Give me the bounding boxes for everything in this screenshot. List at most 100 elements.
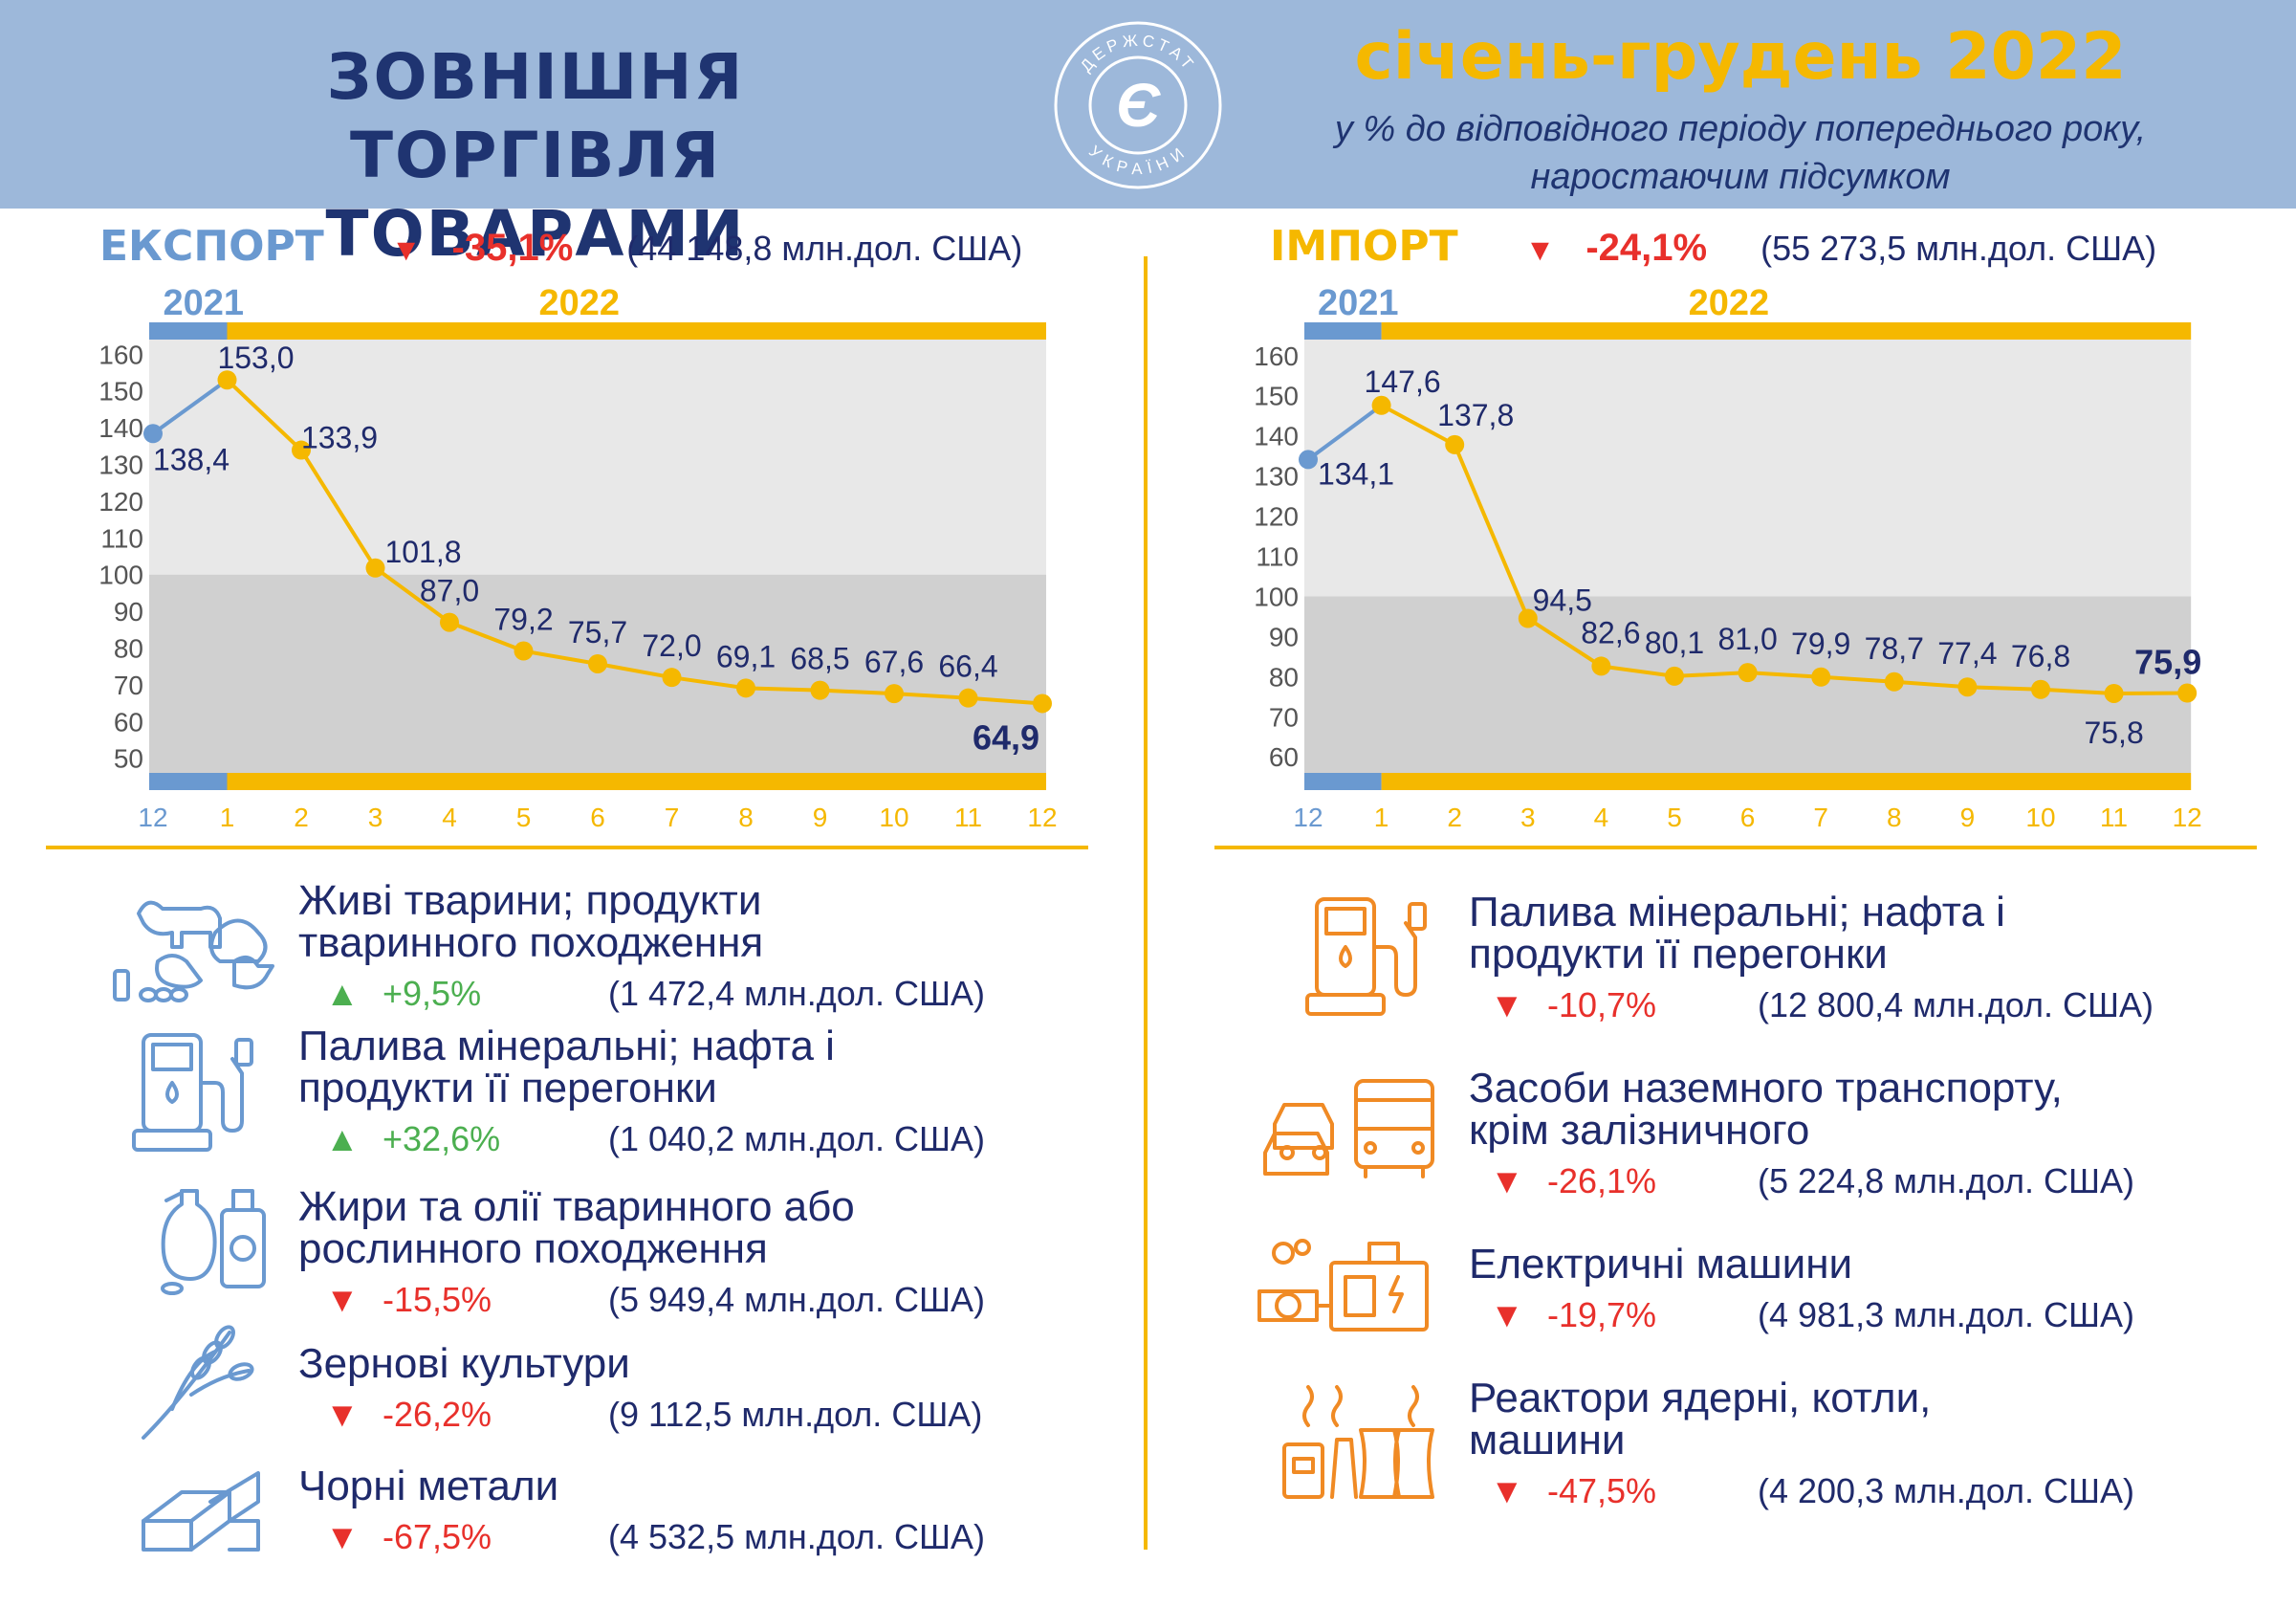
y-tick-label: 120	[98, 487, 143, 517]
export-change: -35,1%	[451, 227, 574, 269]
category-amount: (4 532,5 млн.дол. США)	[608, 1517, 985, 1556]
y-tick-label: 150	[98, 377, 143, 407]
data-point	[1371, 395, 1391, 415]
data-label: 81,0	[1717, 622, 1777, 656]
data-point	[1665, 666, 1684, 686]
category-change: -19,7%	[1547, 1295, 1657, 1334]
y-tick-label: 100	[1254, 582, 1299, 611]
category-amount: (9 112,5 млн.дол. США)	[608, 1395, 983, 1434]
year-label-2021: 2021	[163, 283, 244, 323]
x-tick-label: 10	[2025, 803, 2055, 832]
year-bar-2021-top	[149, 322, 228, 340]
data-point	[217, 370, 237, 390]
import-category: Реактори ядерні, котли, машини ▼ -47,5% (4…	[1469, 1377, 2272, 1511]
y-tick-label: 90	[1269, 622, 1299, 651]
x-tick-label: 11	[2100, 803, 2128, 832]
x-tick-label: 5	[516, 803, 532, 832]
x-tick-label: 3	[368, 803, 383, 832]
data-point	[143, 424, 163, 444]
data-point	[1518, 608, 1538, 628]
vertical-divider	[1144, 256, 1148, 1550]
derzhstat-logo: ДЕРЖСТАТ УКРАЇНИ Є	[1054, 21, 1222, 189]
category-name: Зернові культури	[298, 1340, 630, 1387]
chart-band-lower	[149, 574, 1046, 773]
import-arrow-down-icon: ▼	[1524, 232, 1556, 267]
data-point	[810, 680, 830, 700]
x-tick-label: 3	[1520, 803, 1536, 832]
chart-band-upper	[1304, 340, 2192, 597]
year-bar-2022-bottom	[1381, 773, 2192, 790]
export-amount: (44 148,8 млн.дол. США)	[626, 229, 1023, 268]
category-amount: (1 040,2 млн.дол. США)	[608, 1119, 985, 1158]
category-name: Палива мінеральні; нафта і продукти її п…	[298, 1023, 835, 1112]
data-label: 133,9	[301, 421, 378, 455]
year-label-2022: 2022	[538, 283, 620, 323]
x-tick-label: 7	[1813, 803, 1828, 832]
data-label: 101,8	[384, 535, 461, 569]
x-tick-label: 8	[738, 803, 754, 832]
data-label: 72,0	[642, 628, 701, 663]
y-tick-label: 160	[1254, 341, 1299, 371]
export-heading: ЕКСПОРТ ▼ -35,1% (44 148,8 млн.дол. США)	[99, 222, 1022, 271]
data-label: 69,1	[716, 639, 776, 673]
series-line-2021	[1306, 404, 1383, 462]
year-bar-2022-bottom	[227, 773, 1046, 790]
data-label: 138,4	[153, 442, 230, 476]
y-tick-label: 150	[1254, 382, 1299, 411]
data-label: 67,6	[864, 645, 924, 679]
category-change: -47,5%	[1547, 1471, 1657, 1510]
category-amount: (4 200,3 млн.дол. США)	[1758, 1471, 2134, 1510]
import-change: -24,1%	[1585, 227, 1708, 269]
import-divider	[1214, 846, 2257, 849]
y-tick-label: 50	[114, 744, 143, 774]
x-tick-label: 1	[220, 803, 235, 832]
metal-beams-icon	[142, 1471, 260, 1552]
year-bar-2021-bottom	[149, 773, 228, 790]
data-point	[1957, 677, 1978, 697]
page-title: ЗОВНІШНЯ ТОРГІВЛЯ ТОВАРАМИ	[143, 38, 928, 274]
year-bar-2022-top	[227, 322, 1046, 340]
category-amount: (4 981,3 млн.дол. США)	[1758, 1295, 2134, 1334]
category-name: Електричні машини	[1469, 1241, 1853, 1288]
arrow-down-icon: ▼	[1490, 1295, 1524, 1334]
y-tick-label: 90	[114, 597, 143, 627]
category-change: +9,5%	[383, 974, 482, 1013]
logo-top-text: ДЕРЖСТАТ	[1077, 31, 1199, 75]
year-bar-2021-bottom	[1304, 773, 1382, 790]
logo-bottom-text: УКРАЇНИ	[1085, 143, 1191, 179]
data-point	[662, 668, 682, 688]
category-change: -26,1%	[1547, 1161, 1657, 1200]
category-name: Засоби наземного транспорту, крім залізн…	[1469, 1065, 2063, 1154]
arrow-down-icon: ▼	[1490, 1471, 1524, 1510]
data-label: 80,1	[1645, 626, 1704, 660]
data-label: 75,8	[2084, 715, 2143, 750]
data-point	[1811, 667, 1831, 687]
fuel-pump-icon	[132, 1033, 253, 1152]
export-category: Зернові культури ▼ -26,2% (9 112,5 млн.дол…	[298, 1343, 1121, 1435]
data-label: 77,4	[1937, 636, 1997, 671]
x-tick-label: 11	[954, 803, 982, 832]
y-tick-label: 110	[100, 523, 143, 553]
data-point	[958, 688, 978, 708]
data-point	[365, 558, 385, 578]
data-point	[736, 678, 755, 698]
y-tick-label: 100	[98, 561, 143, 590]
data-point	[1884, 671, 1904, 692]
export-category: Живі тварини; продукти тваринного походж…	[298, 880, 1121, 1014]
x-tick-label: 4	[442, 803, 457, 832]
import-category: Засоби наземного транспорту, крім залізн…	[1469, 1068, 2272, 1201]
header-banner: ЗОВНІШНЯ ТОРГІВЛЯ ТОВАРАМИ ДЕРЖСТАТ УКРА…	[0, 0, 2296, 271]
category-name: Палива мінеральні; нафта і продукти її п…	[1469, 889, 2005, 978]
import-label: ІМПОРТ	[1270, 222, 1458, 271]
y-tick-label: 110	[1256, 542, 1299, 572]
x-tick-label: 2	[1447, 803, 1462, 832]
arrow-down-icon: ▼	[325, 1395, 360, 1434]
arrow-up-icon: ▲	[325, 974, 360, 1013]
x-tick-label: 12	[1027, 803, 1057, 832]
x-tick-label: 6	[1740, 803, 1756, 832]
data-point	[292, 440, 311, 460]
import-heading: ІМПОРТ ▼ -24,1% (55 273,5 млн.дол. США)	[1270, 222, 2156, 271]
category-amount: (5 224,8 млн.дол. США)	[1758, 1161, 2134, 1200]
subtitle-line-2: наростаючим підсумком	[1530, 157, 1951, 197]
